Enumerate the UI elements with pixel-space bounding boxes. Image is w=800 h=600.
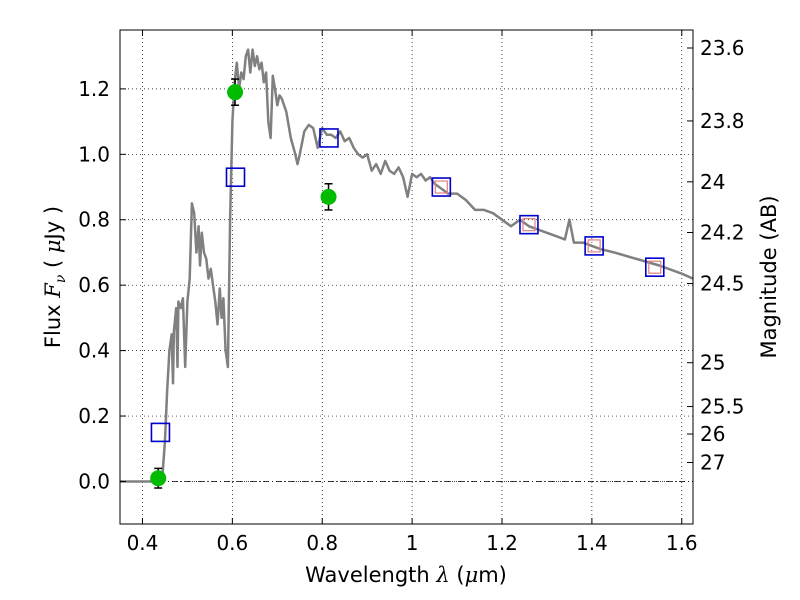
model-photometry-square [319,128,339,148]
observed-point [320,188,337,205]
y2-tick-label: 26 [700,422,725,446]
spectrum-line [120,48,694,483]
model-photometry-inner-square [648,260,662,274]
x-tick-label: 0.4 [127,531,159,555]
y-axis-label: Flux Fν ( μJy ) [41,206,69,348]
model-photometry-inner-square [434,180,448,194]
model-photometry-square [644,257,665,277]
plot-frame [119,29,694,525]
model-photometry-inner-square [522,218,536,232]
model-photometry-square [584,236,604,256]
y2-tick-label: 25.5 [700,395,745,419]
x-tick-label: 1.6 [666,531,698,555]
y2-tick-label: 24 [700,170,725,194]
y-tick-label: 0.8 [78,208,110,232]
y-tick-label: 1.0 [78,142,110,166]
y2-tick-label: 24.2 [700,221,745,245]
grid [120,30,693,524]
model-photometry-markers [150,128,665,443]
y2-axis-label: Magnitude (AB) [757,195,781,358]
model-photometry-square [431,177,452,197]
model-spectrum [120,48,694,483]
y2-tick-label: 23.6 [700,36,745,60]
x-tick-label: 0.8 [306,531,338,555]
y2-tick-label: 25 [700,351,725,375]
y-tick-label: 0.6 [78,273,110,297]
x-axis-label: Wavelength λ (μm) [305,563,507,587]
model-photometry-inner-square [587,239,601,253]
y-tick-label: 0.0 [78,469,110,493]
x-tick-label: 1.4 [576,531,608,555]
model-photometry-square [150,422,171,443]
model-photometry-square [519,214,539,235]
y-tick-label: 0.2 [78,404,110,428]
y-tick-label: 1.2 [78,77,110,101]
model-photometry-square [225,167,246,188]
y2-tick-label: 23.8 [700,109,745,133]
axis-ticks: 0.4 0.6 0.8 1 1.2 1.4 1.6 0.0 0.2 0.4 0.6 0.8 1.0 1.2… [78,30,745,555]
observed-point [150,470,167,487]
y-tick-label: 0.4 [78,339,110,363]
observed-point [227,84,244,101]
x-tick-label: 1.2 [486,531,518,555]
y2-tick-label: 27 [700,450,725,474]
observed-photometry-markers [150,78,337,489]
y2-tick-label: 24.5 [700,272,745,296]
x-tick-label: 0.6 [216,531,248,555]
x-tick-label: 1 [406,531,419,555]
